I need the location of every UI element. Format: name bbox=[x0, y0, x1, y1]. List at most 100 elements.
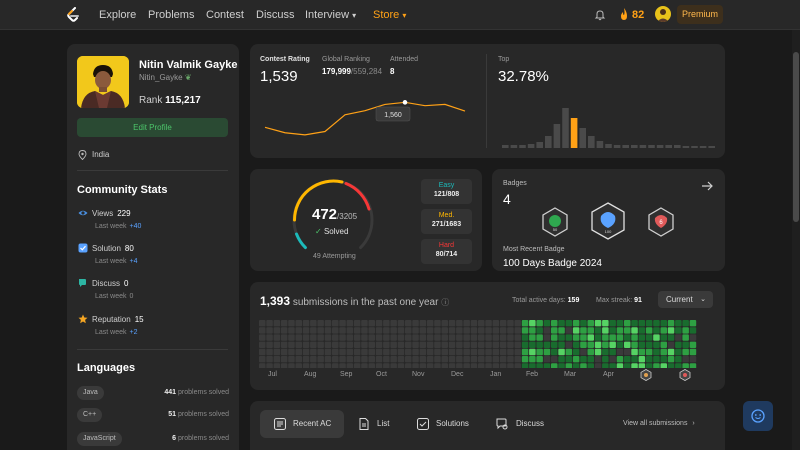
heatmap-cell[interactable] bbox=[273, 356, 281, 363]
heatmap-cell[interactable] bbox=[580, 334, 587, 341]
heatmap-cell[interactable] bbox=[507, 341, 514, 348]
heatmap-cell[interactable] bbox=[587, 334, 595, 341]
heatmap-cell[interactable] bbox=[310, 334, 317, 341]
arrow-right-icon[interactable] bbox=[701, 180, 713, 192]
heatmap-cell[interactable] bbox=[602, 356, 609, 363]
heatmap-cell[interactable] bbox=[375, 327, 383, 334]
nav-interview[interactable]: Interview ▾ bbox=[305, 9, 356, 21]
heatmap-cell[interactable] bbox=[302, 341, 310, 348]
heatmap-cell[interactable] bbox=[339, 320, 346, 327]
heatmap-cell[interactable] bbox=[667, 320, 675, 327]
heatmap-cell[interactable] bbox=[448, 320, 456, 327]
heatmap-cell[interactable] bbox=[551, 341, 558, 348]
heatmap-cell[interactable] bbox=[441, 356, 449, 363]
heatmap-cell[interactable] bbox=[375, 334, 383, 341]
heatmap-cell[interactable] bbox=[675, 363, 682, 368]
heatmap-cell[interactable] bbox=[426, 341, 434, 348]
heatmap-cell[interactable] bbox=[660, 348, 668, 356]
heatmap-cell[interactable] bbox=[448, 334, 456, 341]
heatmap-cell[interactable] bbox=[653, 320, 660, 327]
heatmap-cell[interactable] bbox=[689, 327, 697, 334]
heatmap-cell[interactable] bbox=[558, 356, 565, 363]
heatmap-cell[interactable] bbox=[324, 327, 332, 334]
heatmap-cell[interactable] bbox=[361, 348, 368, 356]
heatmap-cell[interactable] bbox=[675, 348, 682, 356]
heatmap-cell[interactable] bbox=[295, 334, 303, 341]
heatmap-cell[interactable] bbox=[412, 320, 419, 327]
rating-point-highlight[interactable] bbox=[402, 100, 408, 105]
heatmap-cell[interactable] bbox=[478, 363, 485, 368]
heatmap-cell[interactable] bbox=[536, 348, 543, 356]
heatmap-cell[interactable] bbox=[689, 348, 697, 356]
heatmap-cell[interactable] bbox=[470, 320, 478, 327]
heatmap-cell[interactable] bbox=[551, 356, 558, 363]
heatmap-cell[interactable] bbox=[543, 320, 551, 327]
heatmap-cell[interactable] bbox=[645, 363, 653, 368]
heatmap-cell[interactable] bbox=[470, 327, 478, 334]
nav-contest[interactable]: Contest bbox=[206, 9, 244, 21]
heatmap-cell[interactable] bbox=[492, 363, 500, 368]
heatmap-cell[interactable] bbox=[536, 327, 543, 334]
heatmap-cell[interactable] bbox=[419, 341, 427, 348]
heatmap-cell[interactable] bbox=[580, 327, 587, 334]
heatmap-cell[interactable] bbox=[317, 334, 324, 341]
heatmap-cell[interactable] bbox=[324, 320, 332, 327]
heatmap-cell[interactable] bbox=[405, 320, 412, 327]
heatmap-cell[interactable] bbox=[653, 356, 660, 363]
heatmap-cell[interactable] bbox=[412, 356, 419, 363]
heatmap-cell[interactable] bbox=[324, 363, 332, 368]
heatmap-cell[interactable] bbox=[631, 341, 638, 348]
heatmap-cell[interactable] bbox=[572, 363, 580, 368]
heatmap-cell[interactable] bbox=[514, 334, 522, 341]
heatmap-cell[interactable] bbox=[456, 363, 463, 368]
heatmap-cell[interactable] bbox=[565, 327, 573, 334]
heatmap-cell[interactable] bbox=[675, 334, 682, 341]
heatmap-cell[interactable] bbox=[543, 327, 551, 334]
heatmap-cell[interactable] bbox=[412, 363, 419, 368]
heatmap-cell[interactable] bbox=[397, 334, 405, 341]
heatmap-cell[interactable] bbox=[660, 341, 668, 348]
heatmap-cell[interactable] bbox=[675, 341, 682, 348]
tab-list[interactable]: List bbox=[355, 410, 405, 438]
heatmap-cell[interactable] bbox=[499, 356, 507, 363]
heatmap-cell[interactable] bbox=[266, 356, 273, 363]
heatmap-cell[interactable] bbox=[616, 334, 624, 341]
heatmap-cell[interactable] bbox=[368, 363, 376, 368]
heatmap-cell[interactable] bbox=[353, 348, 361, 356]
heatmap-cell[interactable] bbox=[485, 356, 492, 363]
heatmap-cell[interactable] bbox=[324, 356, 332, 363]
heatmap-cell[interactable] bbox=[295, 320, 303, 327]
heatmap-cell[interactable] bbox=[361, 327, 368, 334]
heatmap-cell[interactable] bbox=[426, 348, 434, 356]
heatmap-cell[interactable] bbox=[441, 363, 449, 368]
heatmap-cell[interactable] bbox=[675, 320, 682, 327]
heatmap-cell[interactable] bbox=[580, 356, 587, 363]
fire-icon[interactable] bbox=[619, 8, 629, 21]
badge-icon[interactable]: 6 bbox=[646, 207, 676, 237]
heatmap-cell[interactable] bbox=[332, 348, 339, 356]
heatmap-cell[interactable] bbox=[426, 334, 434, 341]
heatmap-cell[interactable] bbox=[689, 341, 697, 348]
heatmap-cell[interactable] bbox=[616, 320, 624, 327]
heatmap-cell[interactable] bbox=[587, 348, 595, 356]
heatmap-cell[interactable] bbox=[631, 356, 638, 363]
heatmap-cell[interactable] bbox=[405, 348, 412, 356]
heatmap-cell[interactable] bbox=[594, 356, 602, 363]
heatmap-cell[interactable] bbox=[587, 320, 595, 327]
heatmap-cell[interactable] bbox=[375, 348, 383, 356]
heatmap-cell[interactable] bbox=[280, 334, 288, 341]
heatmap-cell[interactable] bbox=[310, 363, 317, 368]
heatmap-cell[interactable] bbox=[456, 334, 463, 341]
tab-solutions[interactable]: Solutions bbox=[415, 410, 485, 438]
heatmap-cell[interactable] bbox=[383, 363, 390, 368]
heatmap-cell[interactable] bbox=[368, 341, 376, 348]
heatmap-cell[interactable] bbox=[594, 320, 602, 327]
heatmap-cell[interactable] bbox=[353, 327, 361, 334]
heatmap-cell[interactable] bbox=[558, 348, 565, 356]
heatmap-cell[interactable] bbox=[660, 327, 668, 334]
heatmap-cell[interactable] bbox=[426, 327, 434, 334]
heatmap-cell[interactable] bbox=[631, 320, 638, 327]
heatmap-cell[interactable] bbox=[616, 356, 624, 363]
heatmap-cell[interactable] bbox=[689, 363, 697, 368]
heatmap-cell[interactable] bbox=[339, 341, 346, 348]
